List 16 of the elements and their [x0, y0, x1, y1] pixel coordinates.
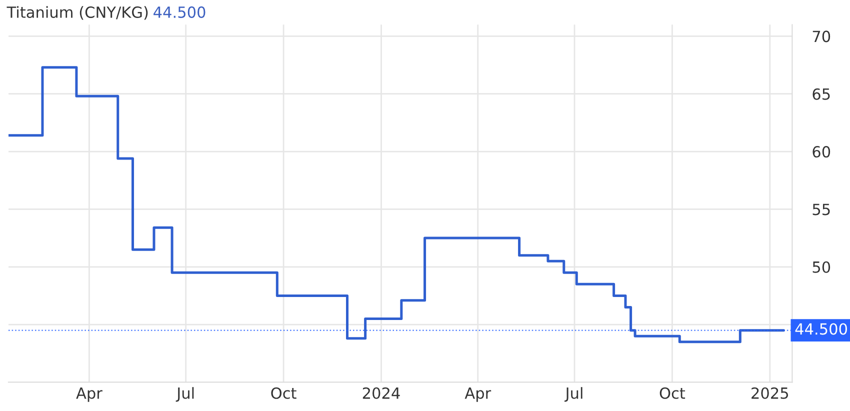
x-tick-label: Oct	[271, 387, 296, 399]
y-tick-label: 50	[812, 261, 830, 273]
x-tick-label: Jul	[176, 387, 194, 402]
y-tick-label: 60	[812, 146, 830, 158]
y-tick-label: 55	[812, 204, 830, 216]
x-tick-label: Jul	[564, 387, 582, 402]
y-tick-label: 70	[812, 30, 830, 42]
y-tick-label: 65	[812, 88, 830, 100]
x-tick-label: Apr	[464, 388, 492, 402]
chart-subtitle: 44.500	[154, 6, 206, 18]
x-tick-label: 2025	[752, 387, 788, 399]
x-tick-label: Oct	[660, 387, 686, 399]
ref-line-label: 44.500	[795, 323, 847, 335]
chart-title: Titanium (CNY/KG)	[6, 6, 148, 20]
x-tick-label: Apr	[76, 388, 102, 402]
x-tick-label: 2024	[362, 387, 400, 399]
